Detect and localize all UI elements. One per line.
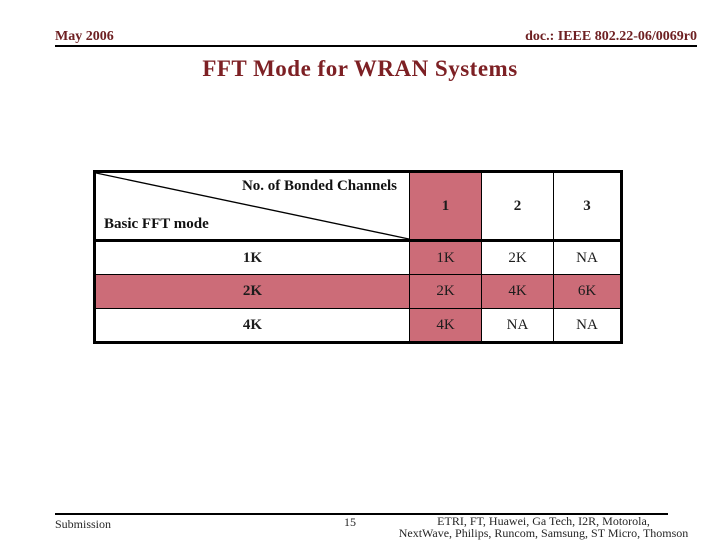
corner-cell: No. of Bonded Channels Basic FFT mode	[94, 171, 410, 242]
column-header-2: 2	[481, 171, 554, 242]
data-cell: NA	[481, 308, 554, 343]
fft-mode-table: No. of Bonded Channels Basic FFT mode 1 …	[93, 170, 623, 344]
footer-page-number: 15	[344, 515, 356, 529]
table-row-2k: 2K 2K 4K 6K	[94, 274, 622, 309]
data-cell: 1K	[409, 240, 482, 275]
data-cell: 6K	[553, 274, 622, 309]
table-row-1k: 1K 1K 2K NA	[94, 240, 622, 275]
column-header-3: 3	[553, 171, 622, 242]
corner-top-label: No. of Bonded Channels	[241, 178, 397, 194]
header-rule	[55, 45, 697, 47]
footer-authors-line2: NextWave, Philips, Runcom, Samsung, ST M…	[398, 526, 689, 540]
data-cell: NA	[553, 240, 622, 275]
footer-rule	[55, 513, 668, 515]
data-cell: 2K	[409, 274, 482, 309]
corner-bottom-label: Basic FFT mode	[104, 216, 209, 232]
data-cell: NA	[553, 308, 622, 343]
row-label: 4K	[94, 308, 410, 343]
table-row-4k: 4K 4K NA NA	[94, 308, 622, 343]
header-date: May 2006	[55, 29, 114, 44]
data-cell: 2K	[481, 240, 554, 275]
data-cell: 4K	[481, 274, 554, 309]
footer-authors-line1: ETRI, FT, Huawei, Ga Tech, I2R, Motorola…	[437, 514, 650, 528]
row-label: 2K	[94, 274, 410, 309]
data-cell: 4K	[409, 308, 482, 343]
row-label: 1K	[94, 240, 410, 275]
column-header-1: 1	[409, 171, 482, 242]
diagonal-divider-line	[96, 173, 409, 239]
footer-submission: Submission	[55, 517, 112, 531]
footer-authors: ETRI, FT, Huawei, Ga Tech, I2R, Motorola…	[371, 515, 716, 539]
header-doc-number: doc.: IEEE 802.22-06/0069r0	[525, 29, 697, 44]
page-title: FFT Mode for WRAN Systems	[202, 56, 518, 81]
